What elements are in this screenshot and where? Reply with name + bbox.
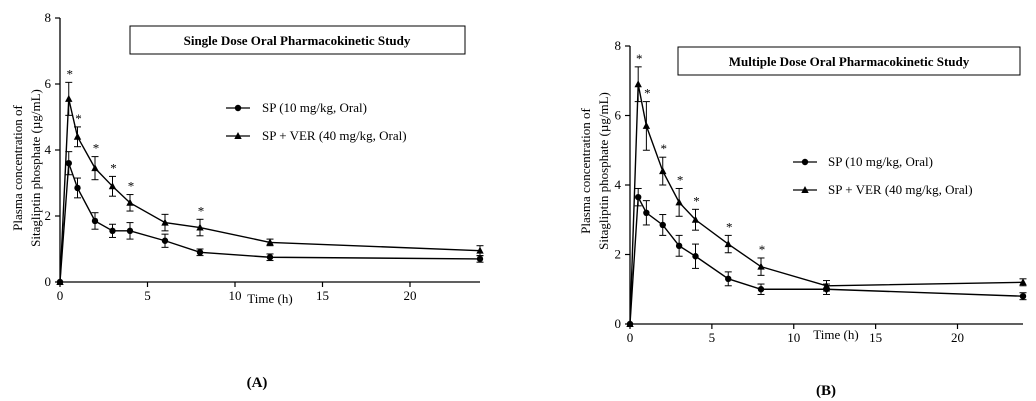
panel-a-ylabel-line2: Sitagliptin phosphate (µg/mL) — [28, 89, 43, 247]
panel-b-significance-mark: * — [677, 172, 684, 187]
panel-b-y-tick-label: 4 — [615, 177, 622, 192]
panel-b-legend-marker-sp — [801, 158, 809, 166]
panel-a-significance-mark: * — [110, 160, 117, 175]
panel-b-y-tick-label: 2 — [615, 247, 622, 262]
panel-b-point-sp — [643, 209, 650, 216]
panel-a-title: Single Dose Oral Pharmacokinetic Study — [184, 33, 411, 48]
panel-a-point-sp — [476, 255, 484, 263]
panel-a-y-tick-label: 6 — [45, 76, 52, 91]
panel-a-ylabel-line1: Plasma concentration of — [10, 105, 25, 231]
panel-a-point-spver — [91, 164, 99, 172]
panel-b-point-sp — [634, 193, 642, 201]
panel-b-legend: SP (10 mg/kg, Oral) SP + VER (40 mg/kg, … — [793, 154, 973, 197]
panel-a-x-tick-label: 0 — [57, 288, 64, 303]
panel-a-point-sp — [74, 184, 81, 192]
panel-a-significance-mark: * — [128, 179, 135, 194]
panel-b-x-tick-label: 15 — [869, 330, 882, 345]
panel-b-point-spver — [822, 281, 831, 289]
panel-a-point-sp — [196, 249, 204, 256]
panel-a-legend-label-spver: SP + VER (40 mg/kg, Oral) — [262, 128, 407, 143]
panel-a-point-spver — [161, 218, 169, 226]
panel-b-legend-label-spver: SP + VER (40 mg/kg, Oral) — [828, 182, 973, 197]
panel-a-line-sp — [59, 162, 481, 283]
panel-a-significance-mark: * — [67, 66, 74, 81]
panel-a-label: (A) — [247, 375, 268, 391]
panel-b-x-tick-label: 5 — [709, 330, 716, 345]
panel-b-point-spver — [642, 121, 651, 129]
panel-b-x-tick-label: 10 — [787, 330, 800, 345]
panel-a-point-sp — [266, 254, 274, 261]
panel-a-x-tick-label: 20 — [404, 288, 417, 303]
panel-a-point-sp — [161, 237, 169, 244]
panel-b-significance-mark: * — [726, 219, 733, 234]
panel-a-point-sp — [109, 227, 116, 235]
panel-a-point-spver — [56, 278, 64, 285]
panel-b-legend-label-sp: SP (10 mg/kg, Oral) — [828, 154, 933, 169]
panel-a-x-tick-label: 10 — [229, 288, 242, 303]
panel-b-y-tick-label: 0 — [615, 316, 622, 331]
panel-b-x-tick-label: 0 — [627, 330, 634, 345]
panel-a-legend-marker-spver — [234, 132, 242, 139]
panel-b-legend-marker-spver — [801, 186, 809, 193]
panel-a-legend-label-sp: SP (10 mg/kg, Oral) — [262, 100, 367, 115]
panel-b-significance-mark: * — [759, 242, 766, 257]
panel-b-chart: Multiple Dose Oral Pharmacokinetic Study… — [578, 38, 1027, 399]
panel-a-legend: SP (10 mg/kg, Oral) SP + VER (40 mg/kg, … — [226, 100, 407, 143]
panel-a-line-spver — [59, 98, 481, 283]
panel-b-x-tick-label: 20 — [951, 330, 964, 345]
panel-b-y-tick-label: 8 — [615, 38, 622, 53]
panel-a-y-tick-label: 8 — [45, 10, 52, 25]
panel-a-point-spver — [266, 238, 274, 246]
panel-b-y-tick-label: 6 — [615, 108, 622, 123]
panel-b-point-spver — [1019, 278, 1027, 286]
panel-b-point-spver — [691, 215, 700, 223]
panel-b-title-box — [677, 46, 1021, 76]
panel-b-point-sp — [1019, 293, 1027, 300]
panel-b-point-sp — [675, 242, 683, 250]
panel-b-point-spver — [724, 240, 732, 248]
panel-a-point-sp — [126, 227, 134, 235]
panel-a-point-spver — [73, 132, 82, 140]
panel-a-x-tick-label: 15 — [316, 288, 329, 303]
panel-a-legend-marker-sp — [234, 104, 242, 112]
panel-b-ylabel-line2: Sitagliptin phosphate (µg/mL) — [596, 92, 611, 250]
panel-b-significance-mark: * — [644, 86, 651, 101]
panel-a-xlabel: Time (h) — [247, 291, 292, 306]
panel-b-point-spver — [634, 80, 642, 88]
panel-b-xlabel: Time (h) — [813, 327, 858, 342]
panel-a-point-sp — [65, 160, 72, 167]
panel-a-point-spver — [126, 198, 134, 206]
panel-a-chart: Single Dose Oral Pharmacokinetic Study P… — [10, 10, 484, 391]
panel-b-label: (B) — [816, 383, 836, 399]
panel-a-significance-mark: * — [75, 111, 82, 126]
panel-a-y-tick-label: 4 — [45, 142, 52, 157]
panel-a-x-tick-label: 5 — [144, 288, 151, 303]
panel-b-ylabel-line1: Plasma concentration of — [578, 108, 593, 234]
panel-b-line-spver — [629, 84, 1024, 325]
panel-a-title-box — [129, 25, 466, 55]
panel-b-point-spver — [659, 167, 667, 175]
panel-a-significance-mark: * — [93, 141, 100, 156]
panel-a-point-spver — [108, 182, 117, 190]
panel-b-significance-mark: * — [636, 51, 643, 66]
panel-b-significance-mark: * — [661, 141, 668, 156]
panel-a-point-spver — [65, 94, 73, 102]
panel-b-significance-mark: * — [693, 193, 700, 208]
panel-b-point-sp — [659, 221, 666, 229]
panel-b-point-sp — [692, 253, 699, 260]
panel-a-y-tick-label: 0 — [45, 274, 52, 289]
panel-b-point-sp — [757, 286, 765, 293]
panel-a-point-sp — [91, 217, 99, 225]
panel-b-point-sp — [725, 275, 732, 283]
panel-b-point-spver — [757, 262, 765, 270]
panel-b-line-sp — [629, 194, 1024, 325]
panel-b-point-spver — [626, 320, 634, 327]
panel-a-point-spver — [196, 223, 204, 231]
panel-a-point-spver — [476, 246, 484, 254]
panel-b-point-spver — [675, 198, 683, 206]
panel-b-title: Multiple Dose Oral Pharmacokinetic Study — [729, 54, 970, 69]
panel-a-significance-mark: * — [198, 203, 205, 218]
panel-a-y-tick-label: 2 — [45, 208, 52, 223]
